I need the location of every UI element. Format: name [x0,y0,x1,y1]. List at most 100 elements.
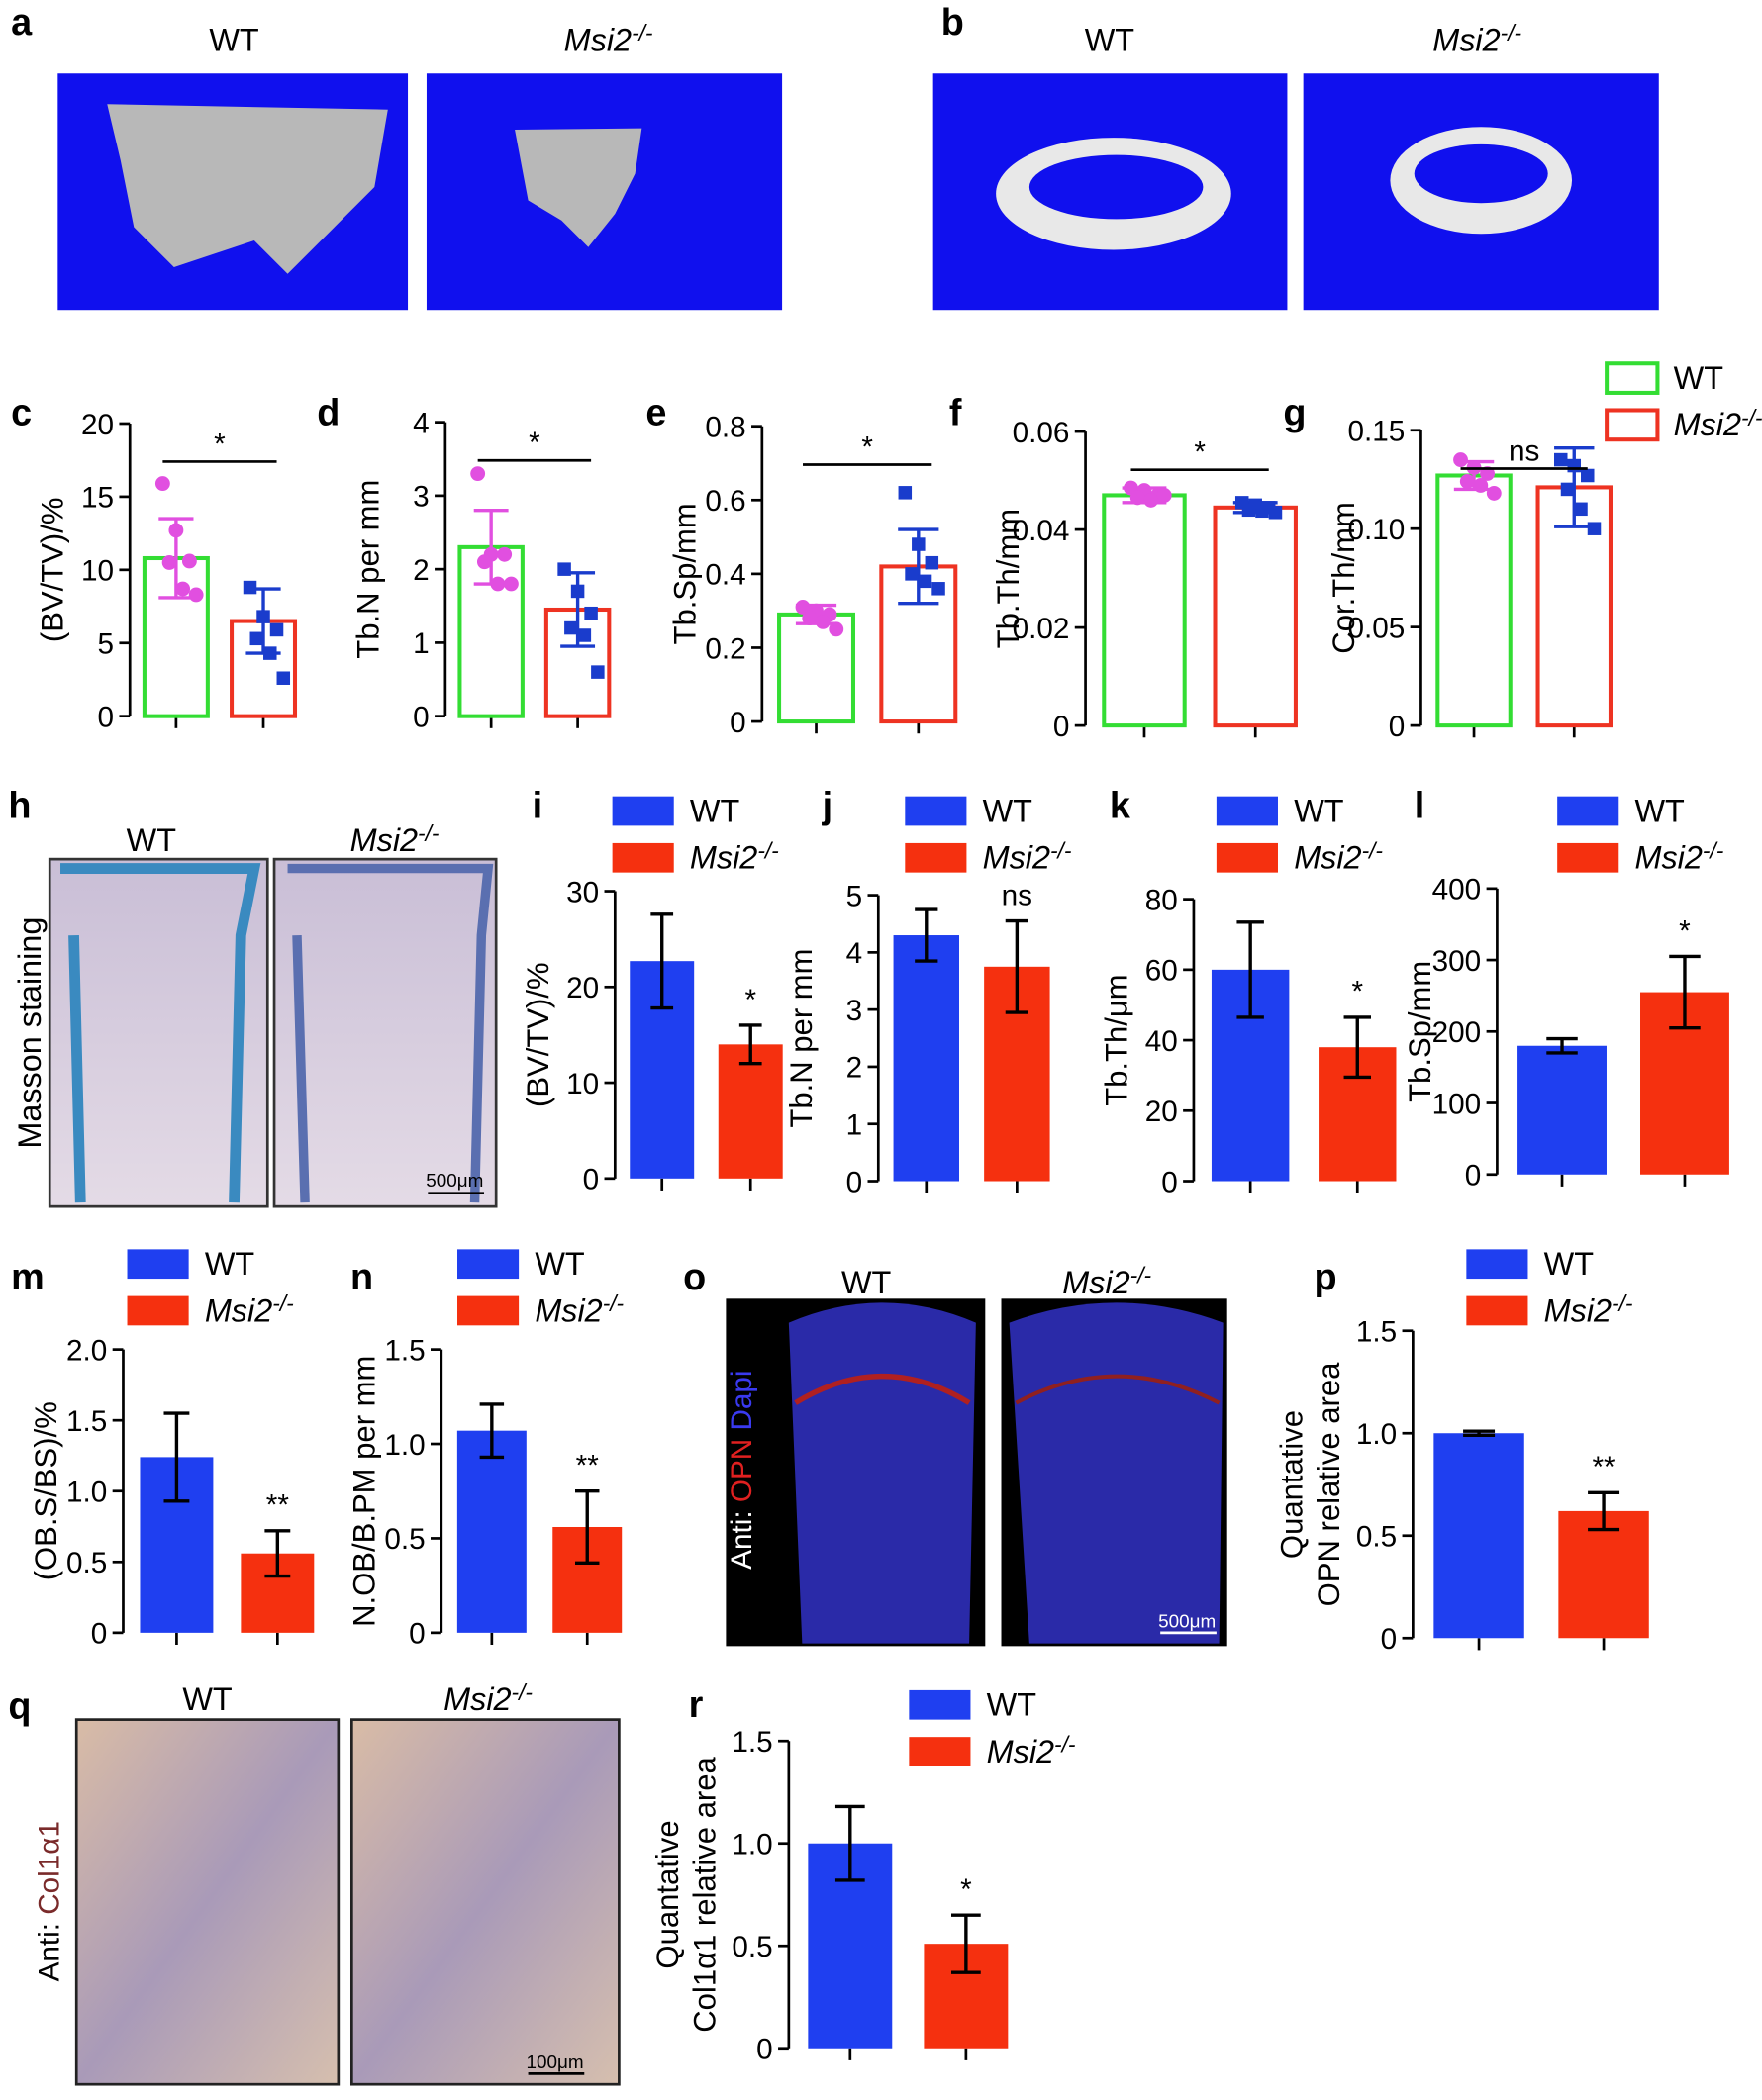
y-axis-label: Tb.Sp/mm [667,503,702,644]
y-axis-label: Quantative [1274,1410,1309,1559]
data-point [1129,490,1145,506]
error-bar [1463,1429,1496,1437]
data-point [490,576,506,592]
panel-letter: i [533,785,543,826]
legend-swatch [127,1249,189,1280]
y-tick-label: 1.5 [732,1726,772,1759]
y-tick-label: 10 [81,555,114,588]
data-point [1473,478,1489,493]
y-tick-label: 0 [1465,1160,1482,1193]
y-tick-label: 20 [1145,1096,1178,1128]
y-axis-label: Col1α1 relative area [688,1756,723,2032]
y-tick-label: 4 [846,937,863,970]
panel-letter: n [350,1257,373,1298]
panel-letter: o [683,1257,706,1298]
error-bar [575,1489,600,1565]
y-tick-label: 3 [846,995,863,1027]
bar [1213,505,1298,728]
legend-label: Msi2-/- [1634,837,1723,875]
panel-letter: a [11,2,33,44]
data-point [1268,506,1283,520]
data-point [557,562,571,576]
legend-label: WT [1674,360,1724,396]
y-tick-label: 5 [98,628,115,661]
y-tick-label: 0 [413,701,430,733]
bar [1517,1045,1607,1175]
y-tick-label: 1.5 [66,1405,107,1438]
error-bar [951,1913,981,1974]
data-point [802,611,818,626]
legend-swatch [905,796,967,826]
histology-image [349,1718,621,2086]
side-label-part: Anti: [726,1510,758,1569]
panel-title: WT [182,1681,233,1717]
y-tick-label: 0.6 [705,485,745,518]
y-tick-label: 1.5 [1356,1316,1397,1349]
panel-letter: p [1314,1257,1336,1298]
bar [1102,493,1187,728]
data-point [1143,492,1159,508]
y-tick-label: 1 [846,1109,863,1142]
y-tick-label: 60 [1145,955,1178,988]
legend-label: WT [690,793,740,828]
legend-label: Msi2-/- [1294,837,1383,875]
y-tick-label: 400 [1432,874,1482,907]
legend-swatch [457,1295,520,1326]
data-point [263,646,277,660]
data-point [181,553,197,569]
bar [1435,473,1513,728]
y-tick-label: 0.04 [1013,515,1070,547]
y-tick-label: 0 [98,701,115,733]
side-label-part: Anti: [34,1923,66,1981]
panel-letter: q [8,1685,31,1727]
data-point [476,554,492,570]
stain-region [1009,1302,1224,1644]
significance: ** [266,1489,290,1522]
y-axis-label: Quantative [650,1820,685,1968]
scale-bar-label: 100μm [526,2052,583,2073]
y-tick-label: 3 [413,481,430,514]
y-tick-label: 1.0 [66,1477,107,1509]
legend-swatch [1557,796,1619,826]
error-bar [1669,954,1701,1030]
data-point [503,576,519,592]
y-axis-label: N.OB/B.PM per mm [346,1356,381,1627]
error-bar [738,1023,762,1066]
error-bar [1236,920,1264,1019]
scale-bar-label: 500μm [1158,1611,1216,1632]
y-tick-label: 1.5 [384,1334,425,1367]
error-bar [834,1804,865,1882]
y-tick-label: 0.5 [384,1523,425,1556]
panel-title: Msi2-/- [1432,20,1521,57]
bar [1558,1510,1649,1639]
data-point [1560,482,1575,497]
data-point [577,628,592,642]
stain-region [788,1302,976,1644]
error-bar [264,1529,291,1578]
y-tick-label: 0.4 [705,559,745,592]
panel-letter: j [822,785,833,826]
y-axis-label: (OB.S/BS)/% [29,1401,63,1580]
legend-swatch [905,842,967,873]
error-bar [650,912,674,1010]
panel-title: Msi2-/- [443,1679,533,1717]
significance: * [744,984,756,1016]
y-tick-label: 0.2 [705,632,745,665]
y-tick-label: 1.0 [1356,1418,1397,1451]
panel-title: WT [127,822,177,858]
stain-region [60,863,261,1203]
legend-label: Msi2-/- [1544,1290,1633,1328]
y-tick-label: 100 [1432,1088,1482,1120]
y-tick-label: 0.10 [1347,514,1405,546]
legend-label: Msi2-/- [983,837,1072,875]
y-tick-label: 1.0 [732,1829,772,1861]
data-point [912,537,926,551]
panel-title: WT [841,1265,892,1300]
stain-region [794,1373,971,1405]
legend-swatch [1557,842,1619,873]
data-point [269,622,284,637]
bar [893,935,960,1182]
y-axis-label: (BV/TV)/% [36,498,70,643]
panel-title: WT [1085,22,1135,57]
